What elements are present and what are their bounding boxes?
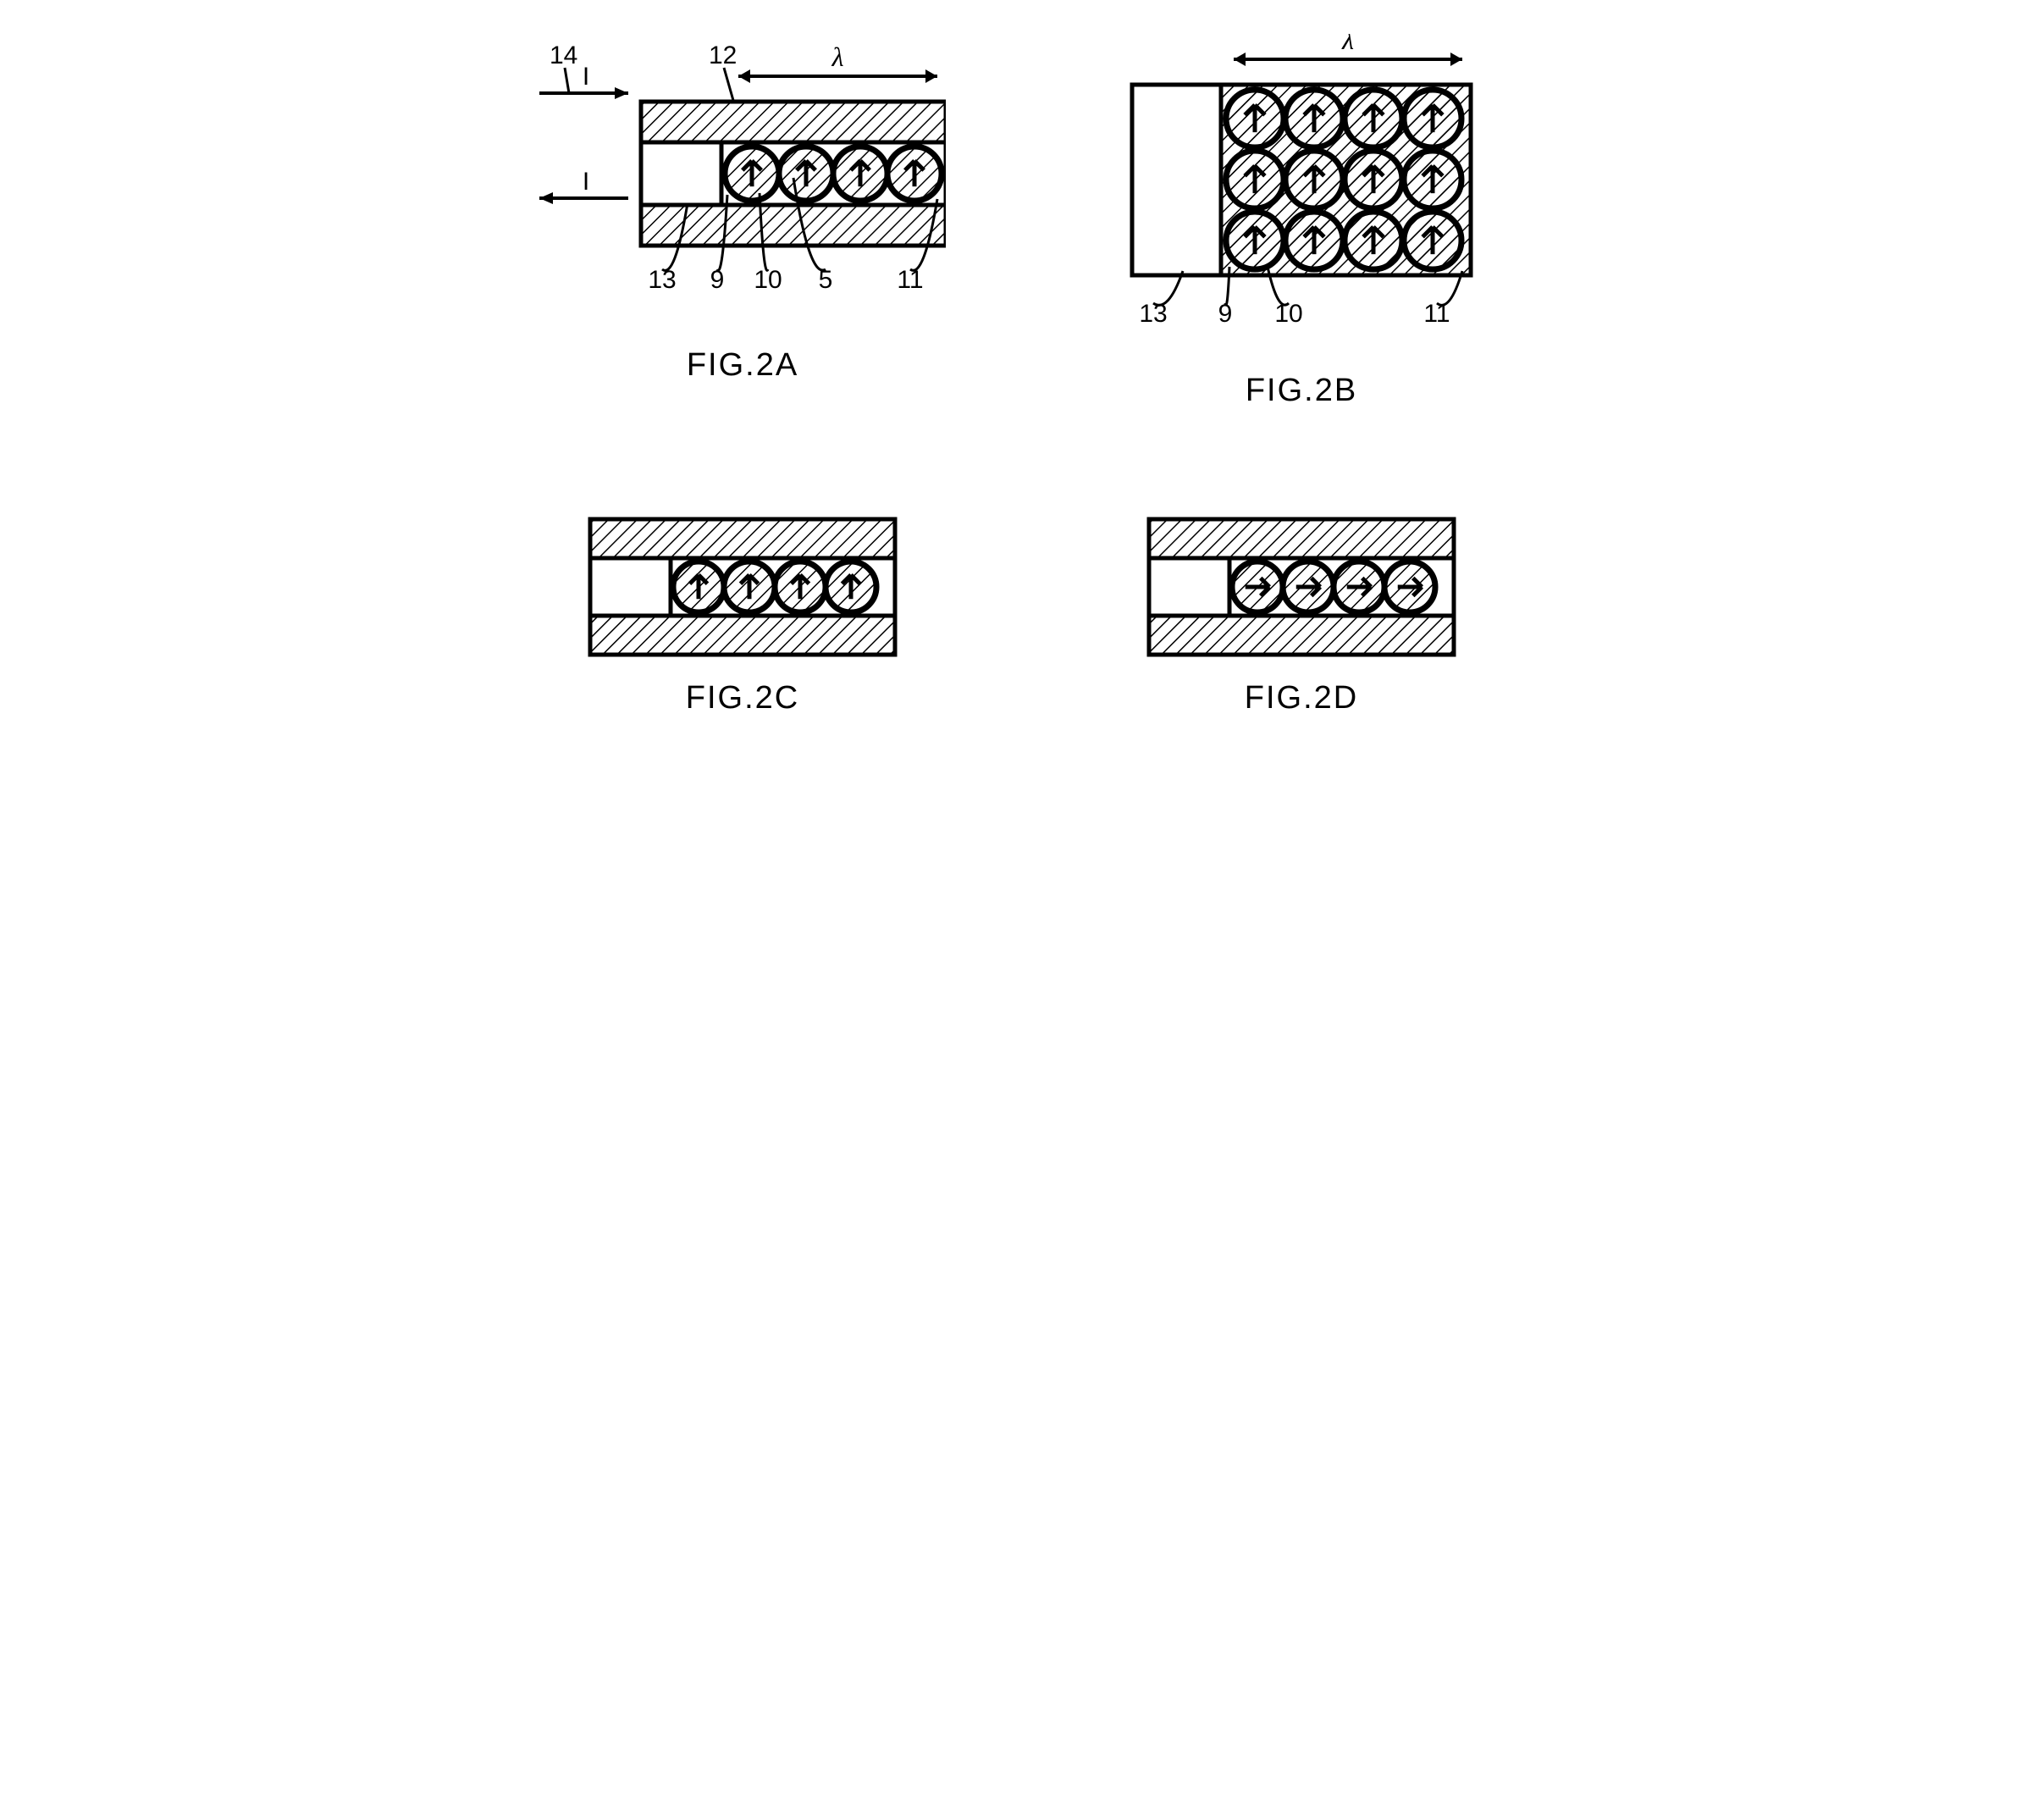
figure-grid: λII141213910511 FIG.2A λ1391011 FIG.2B F… (514, 34, 1530, 716)
svg-text:10: 10 (754, 266, 782, 294)
svg-text:9: 9 (710, 266, 725, 294)
svg-text:13: 13 (1139, 300, 1167, 328)
fig-2a-svg: λII141213910511 (539, 34, 946, 330)
fig-2c-svg (573, 511, 912, 663)
svg-text:11: 11 (1423, 300, 1450, 328)
fig-2d-caption: FIG.2D (1245, 680, 1358, 716)
fig-2b-caption: FIG.2B (1246, 373, 1357, 409)
svg-text:5: 5 (819, 266, 833, 294)
svg-text:10: 10 (1274, 300, 1302, 328)
fig-2c-caption: FIG.2C (686, 680, 799, 716)
fig-2b-cell: λ 13 9 10 11 FIG.2B (1073, 34, 1530, 409)
fig-2a-cell: λII141213910511 FIG.2A (514, 34, 971, 409)
fig-2a-caption: FIG.2A (687, 347, 798, 384)
svg-text:14: 14 (550, 41, 577, 69)
svg-text:λ: λ (1341, 34, 1354, 55)
fig-2c-cell: FIG.2C (514, 511, 971, 716)
svg-text:I: I (583, 168, 589, 196)
fig-2b-svg: λ 13 9 10 11 (1098, 34, 1505, 356)
svg-text:λ: λ (831, 41, 844, 72)
fig-2d-cell: FIG.2D (1073, 511, 1530, 716)
fig-2d-svg (1132, 511, 1471, 663)
svg-text:I: I (583, 63, 589, 91)
svg-text:12: 12 (709, 41, 737, 69)
svg-text:13: 13 (648, 266, 676, 294)
svg-text:11: 11 (897, 266, 923, 294)
svg-text:9: 9 (1218, 300, 1233, 328)
